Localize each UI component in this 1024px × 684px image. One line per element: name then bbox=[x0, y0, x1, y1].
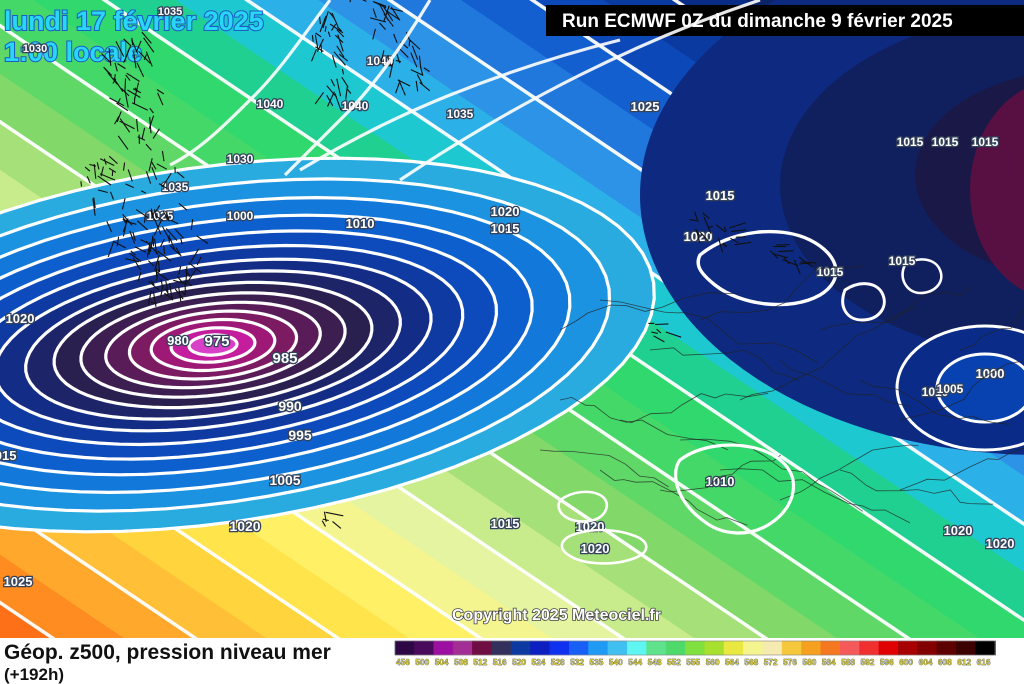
svg-text:1025: 1025 bbox=[631, 99, 660, 114]
svg-text:504: 504 bbox=[435, 657, 449, 667]
svg-text:500: 500 bbox=[415, 657, 429, 667]
svg-text:1005: 1005 bbox=[937, 382, 964, 396]
svg-text:520: 520 bbox=[512, 657, 526, 667]
svg-text:584: 584 bbox=[822, 657, 836, 667]
svg-text:524: 524 bbox=[532, 657, 546, 667]
svg-text:616: 616 bbox=[977, 657, 991, 667]
svg-text:535: 535 bbox=[590, 657, 604, 667]
svg-text:1015: 1015 bbox=[491, 516, 520, 531]
svg-text:560: 560 bbox=[706, 657, 720, 667]
svg-text:lundi 17 février 2025: lundi 17 février 2025 bbox=[4, 6, 264, 36]
svg-text:1015: 1015 bbox=[0, 448, 16, 463]
svg-text:580: 580 bbox=[803, 657, 817, 667]
svg-text:1020: 1020 bbox=[229, 518, 260, 534]
svg-text:1035: 1035 bbox=[158, 6, 182, 18]
svg-text:600: 600 bbox=[899, 657, 913, 667]
svg-text:604: 604 bbox=[919, 657, 933, 667]
svg-text:985: 985 bbox=[272, 350, 297, 367]
svg-text:1015: 1015 bbox=[897, 135, 924, 149]
svg-text:1020: 1020 bbox=[6, 311, 35, 326]
svg-text:596: 596 bbox=[880, 657, 894, 667]
svg-text:540: 540 bbox=[609, 657, 623, 667]
svg-text:1015: 1015 bbox=[972, 135, 999, 149]
svg-text:995: 995 bbox=[288, 427, 312, 443]
svg-text:456: 456 bbox=[396, 657, 410, 667]
svg-text:612: 612 bbox=[957, 657, 971, 667]
svg-text:1020: 1020 bbox=[581, 541, 610, 556]
svg-text:Copyright 2025 Meteociel.fr: Copyright 2025 Meteociel.fr bbox=[452, 607, 661, 624]
svg-text:552: 552 bbox=[667, 657, 681, 667]
svg-text:576: 576 bbox=[783, 657, 797, 667]
svg-text:516: 516 bbox=[493, 657, 507, 667]
svg-text:512: 512 bbox=[473, 657, 487, 667]
svg-text:508: 508 bbox=[454, 657, 468, 667]
svg-text:1025: 1025 bbox=[4, 574, 33, 589]
svg-text:1000: 1000 bbox=[227, 209, 254, 223]
svg-text:548: 548 bbox=[648, 657, 662, 667]
svg-text:1020: 1020 bbox=[986, 536, 1015, 551]
svg-text:572: 572 bbox=[764, 657, 778, 667]
svg-text:1035: 1035 bbox=[447, 107, 474, 121]
svg-text:1040: 1040 bbox=[257, 97, 284, 111]
svg-text:975: 975 bbox=[204, 333, 229, 350]
svg-text:1030: 1030 bbox=[227, 152, 254, 166]
svg-text:1005: 1005 bbox=[269, 472, 300, 488]
svg-text:532: 532 bbox=[570, 657, 584, 667]
svg-text:990: 990 bbox=[278, 398, 302, 414]
svg-text:1015: 1015 bbox=[706, 188, 735, 203]
svg-text:555: 555 bbox=[686, 657, 700, 667]
svg-text:980: 980 bbox=[167, 333, 189, 348]
svg-text:1020: 1020 bbox=[491, 204, 520, 219]
svg-text:1015: 1015 bbox=[889, 254, 916, 268]
svg-text:528: 528 bbox=[551, 657, 565, 667]
svg-text:Run ECMWF 0Z du dimanche 9 fév: Run ECMWF 0Z du dimanche 9 février 2025 bbox=[562, 11, 953, 32]
svg-text:592: 592 bbox=[861, 657, 875, 667]
svg-text:544: 544 bbox=[628, 657, 642, 667]
svg-text:568: 568 bbox=[744, 657, 758, 667]
svg-text:1010: 1010 bbox=[346, 216, 375, 231]
svg-text:1015: 1015 bbox=[491, 221, 520, 236]
svg-text:564: 564 bbox=[725, 657, 739, 667]
svg-text:608: 608 bbox=[938, 657, 952, 667]
svg-text:1030: 1030 bbox=[23, 43, 47, 55]
svg-text:588: 588 bbox=[841, 657, 855, 667]
svg-text:1015: 1015 bbox=[932, 135, 959, 149]
svg-text:1020: 1020 bbox=[944, 523, 973, 538]
